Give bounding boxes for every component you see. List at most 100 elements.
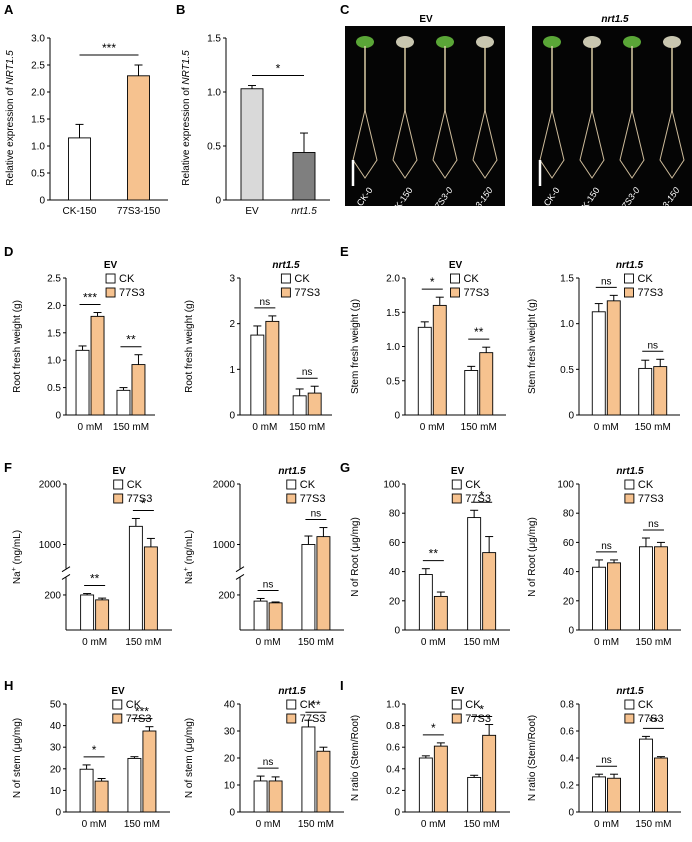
chart-G1-ylabel: N of Root (μg/mg) xyxy=(350,517,361,597)
chart-A-bar-1 xyxy=(127,75,150,201)
chart-G1-legend-label-0: CK xyxy=(465,479,481,491)
chart-G2-ytick-label-0: 0 xyxy=(568,626,574,637)
chart-E2-ytick-label-1: 0.5 xyxy=(560,365,574,376)
chart-E1-ytick-label-4: 2.0 xyxy=(386,274,400,285)
chart-H1-xtick-label-0: 0 mM xyxy=(82,819,107,830)
panel-b-ylabel-prefix: Relative expression of xyxy=(181,85,192,186)
panel-c-title-nrt: nrt1.5 xyxy=(601,14,629,25)
chart-D1-ytick-label-1: 0.5 xyxy=(47,383,61,394)
chart-F1-legend-swatch-1 xyxy=(113,493,124,504)
chart-F1-bar-150mm-77s3 xyxy=(143,546,158,631)
chart-F2-ylabel: Na+ (ng/mL) xyxy=(183,530,195,584)
chart-H2-legend-label-1: 77S3 xyxy=(300,713,326,725)
chart-I1-legend-swatch-0 xyxy=(451,699,462,710)
chart-F2-sig-label-1: ns xyxy=(311,509,322,520)
chart-G2-title: nrt1.5 xyxy=(616,466,644,477)
chart-I1-ytick-label-1: 0.2 xyxy=(386,786,400,797)
chart-G1-legend-label-1: 77S3 xyxy=(465,493,491,505)
chart-D1-title: EV xyxy=(104,260,118,271)
chart-D2-bar-0mm-77s3 xyxy=(265,320,280,416)
chart-I1-legend-label-1: 77S3 xyxy=(465,713,491,725)
chart-I2-xtick-label-1: 150 mM xyxy=(635,819,671,830)
chart-H2-bar-0mm-ck xyxy=(253,780,268,813)
chart-D1-bar-150mm-77s3 xyxy=(131,364,146,416)
chart-G1-ytick-label-5: 100 xyxy=(383,480,400,491)
chart-F1-bar-150mm-ck xyxy=(128,525,143,631)
chart-H2-ylabel: N of stem (μg/mg) xyxy=(184,718,195,798)
chart-I1-bar-0mm-ck xyxy=(418,757,433,813)
chart-E1-bar-0mm-ck xyxy=(417,326,432,416)
chart-F1-xtick-label-0: 0 mM xyxy=(82,637,107,648)
chart-D1-sig-label-0: *** xyxy=(83,291,97,305)
chart-E1-xtick-label-0: 0 mM xyxy=(420,422,445,433)
chart-D2-legend-swatch-0 xyxy=(280,273,291,284)
chart-I1-legend-label-0: CK xyxy=(465,699,481,711)
chart-E1-xtick-label-1: 150 mM xyxy=(461,422,497,433)
panel-a-ylabel-prefix: Relative expression of xyxy=(5,85,16,186)
panel-letter-i: I xyxy=(340,678,344,693)
chart-D1-ytick-label-2: 1.0 xyxy=(47,356,61,367)
panel-letter-g: G xyxy=(340,460,350,475)
chart-B-bar-0 xyxy=(240,88,264,201)
panel-c-root-0-1 xyxy=(392,109,418,179)
chart-D2-sig-label-1: ns xyxy=(302,367,313,378)
chart-H2-ytick-label-2: 20 xyxy=(224,754,236,765)
chart-I2-ylabel: N ratio (Stem/Root) xyxy=(527,715,538,801)
chart-E1-ylabel: Stem fresh weight (g) xyxy=(350,299,361,394)
chart-G2-sig-label-1: ns xyxy=(648,519,659,530)
chart-H2-ytick-label-1: 10 xyxy=(224,781,236,792)
chart-D2-xtick-label-1: 150 mM xyxy=(289,422,325,433)
chart-F1-xtick-label-1: 150 mM xyxy=(125,637,161,648)
chart-G1-sig-label-0: ** xyxy=(429,547,439,561)
chart-F2-bar-150mm-77s3 xyxy=(316,536,331,631)
chart-H2-xtick-label-0: 0 mM xyxy=(256,819,281,830)
chart-G2-ytick-label-4: 80 xyxy=(563,509,575,520)
chart-G2-bar-0mm-77s3 xyxy=(607,562,621,631)
chart-G1-bar-0mm-77s3 xyxy=(433,595,448,631)
panel-c-root-1-3 xyxy=(659,109,685,179)
chart-D2-ytick-label-2: 2 xyxy=(229,319,235,330)
chart-F2-ylabel-unit: (ng/mL) xyxy=(184,530,195,567)
chart-G1-bar-150mm-77s3 xyxy=(482,552,497,631)
chart-F1-sig-label-1: * xyxy=(141,496,146,510)
panel-c-root-0-0 xyxy=(352,109,378,179)
chart-D2-legend-swatch-1 xyxy=(280,287,291,298)
panel-c-root-1-0 xyxy=(539,109,565,179)
chart-E2-legend-swatch-0 xyxy=(624,273,634,284)
chart-H1-ytick-label-1: 10 xyxy=(50,786,62,797)
chart-B-ytick-label-0: 0 xyxy=(215,196,221,207)
chart-F2-title: nrt1.5 xyxy=(278,466,306,477)
chart-A-sig-label: *** xyxy=(102,41,116,55)
chart-H2-sig-label-0: ns xyxy=(263,757,274,768)
chart-G1-ytick-label-4: 80 xyxy=(389,509,401,520)
chart-D1-legend-label-1: 77S3 xyxy=(119,287,145,299)
chart-A-xtick-label-0: CK-150 xyxy=(63,206,97,217)
chart-E1-ytick-label-3: 1.5 xyxy=(386,308,400,319)
chart-F1-ylabel-na: Na xyxy=(12,571,23,584)
chart-H2-ytick-label-0: 0 xyxy=(229,808,235,819)
chart-D2-title: nrt1.5 xyxy=(272,260,300,271)
chart-F1-ytick-label-3: 2000 xyxy=(39,480,62,491)
panel-c-photo-0 xyxy=(345,26,505,206)
chart-D2-bar-0mm-ck xyxy=(250,334,265,416)
chart-H1-ytick-label-4: 40 xyxy=(50,721,62,732)
panel-letter-c: C xyxy=(340,2,350,17)
chart-F1-axis-break-1 xyxy=(61,574,71,580)
chart-I2-bar-150mm-ck xyxy=(639,738,653,813)
chart-I1-ytick-label-5: 1.0 xyxy=(386,700,400,711)
chart-G2-ytick-label-3: 60 xyxy=(563,538,575,549)
panel-letter-h: H xyxy=(4,678,13,693)
chart-F1-bar-0mm-77s3 xyxy=(95,599,110,631)
chart-E2-xtick-label-1: 150 mM xyxy=(635,422,671,433)
chart-I1-sig-label-0: * xyxy=(431,721,436,735)
chart-F2-xtick-label-1: 150 mM xyxy=(298,637,334,648)
chart-B-ytick-label-3: 1.5 xyxy=(207,34,221,45)
chart-I1-ytick-label-3: 0.6 xyxy=(386,743,400,754)
chart-H1-sig-label-0: * xyxy=(92,743,97,757)
chart-G2-ytick-label-5: 100 xyxy=(557,480,574,491)
chart-D1-sig-label-1: ** xyxy=(126,333,136,347)
chart-G1-xtick-label-1: 150 mM xyxy=(464,637,500,648)
chart-H1-ytick-label-2: 20 xyxy=(50,764,62,775)
panel-letter-a: A xyxy=(4,2,14,17)
